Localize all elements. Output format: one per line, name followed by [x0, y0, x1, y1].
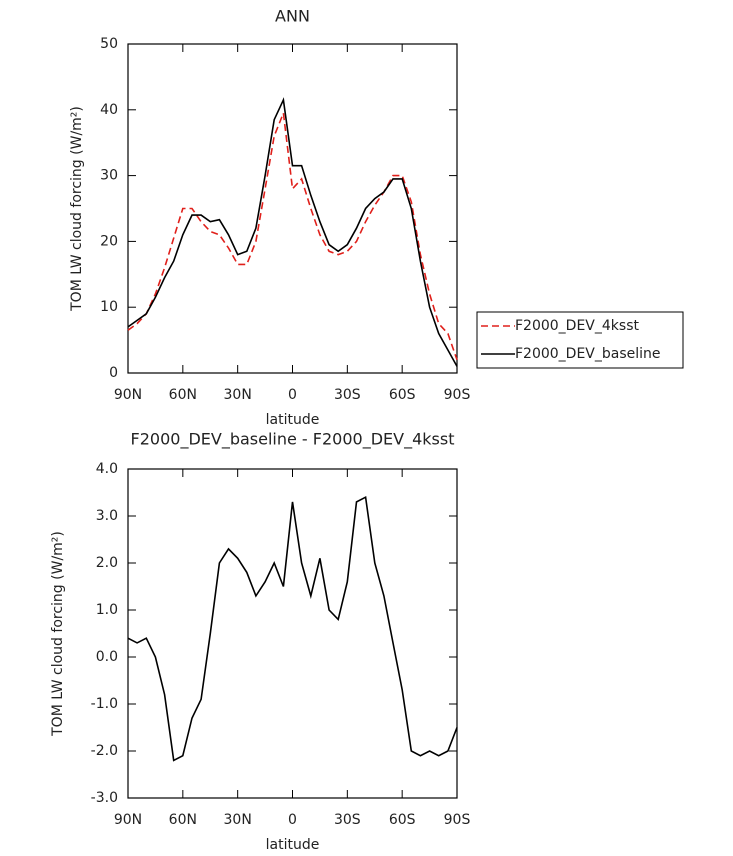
x-tick-label: 60S [389, 812, 416, 828]
x-tick-label: 90N [114, 812, 142, 828]
legend-label: F2000_DEV_baseline [515, 346, 661, 362]
y-axis-label: TOM LW cloud forcing (W/m²) [69, 106, 85, 312]
plot-frame [127, 43, 458, 374]
y-tick-label: 50 [100, 36, 118, 52]
y-tick-label: 40 [100, 102, 118, 118]
legend-label: F2000_DEV_4ksst [515, 318, 639, 334]
y-tick-label: 30 [100, 168, 118, 184]
line [127, 112, 458, 361]
x-axis-label: latitude [266, 837, 320, 853]
y-tick-label: 1.0 [96, 602, 118, 618]
x-tick-label: 90N [114, 387, 142, 403]
x-tick-label: 60N [169, 812, 197, 828]
x-axis-label: latitude [266, 412, 320, 428]
x-tick-label: 60N [169, 387, 197, 403]
y-axis-label: TOM LW cloud forcing (W/m²) [50, 531, 66, 737]
x-tick-label: 90S [444, 387, 471, 403]
legend-box [476, 311, 684, 369]
y-tick-label: 20 [100, 233, 118, 249]
y-tick-label: -2.0 [91, 743, 118, 759]
x-tick-label: 0 [288, 387, 297, 403]
x-tick-label: 30N [224, 812, 252, 828]
y-tick-label: 0.0 [96, 649, 118, 665]
x-tick-label: 90S [444, 812, 471, 828]
line [127, 97, 458, 367]
chart-title: F2000_DEV_baseline - F2000_DEV_4ksst [131, 430, 455, 450]
plot-frame [127, 468, 458, 799]
x-tick-label: 30S [334, 812, 361, 828]
y-tick-label: -3.0 [91, 790, 118, 806]
x-tick-label: 30S [334, 387, 361, 403]
y-tick-label: -1.0 [91, 696, 118, 712]
x-tick-label: 60S [389, 387, 416, 403]
y-tick-label: 10 [100, 299, 118, 315]
line [127, 495, 458, 762]
y-tick-label: 3.0 [96, 508, 118, 524]
chart-title: ANN [275, 7, 310, 26]
x-tick-label: 0 [288, 812, 297, 828]
y-tick-label: 0 [109, 365, 118, 381]
y-tick-label: 4.0 [96, 461, 118, 477]
y-tick-label: 2.0 [96, 555, 118, 571]
x-tick-label: 30N [224, 387, 252, 403]
